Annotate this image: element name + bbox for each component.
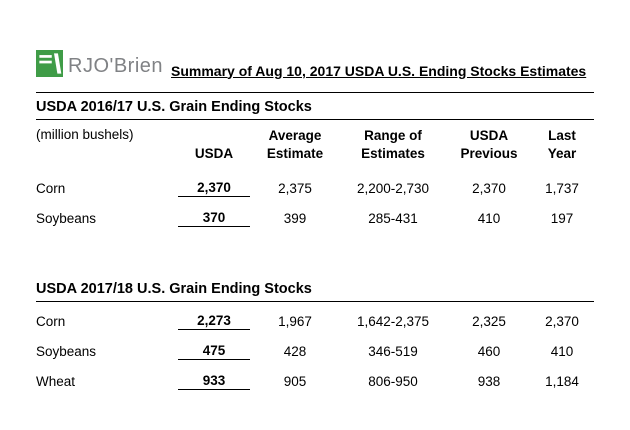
usda-cell: 2,273: [176, 313, 252, 330]
col-header-usda: USDA: [194, 146, 234, 162]
table-row-corn: Corn 2,273 1,967 1,642-2,375 2,325 2,370: [36, 306, 594, 336]
section-heading-2016-17: USDA 2016/17 U.S. Grain Ending Stocks: [36, 99, 312, 115]
table-body-2016-17: Corn 2,370 2,375 2,200-2,730 2,370 1,737…: [36, 169, 594, 233]
commodity-name: Soybeans: [36, 210, 97, 226]
section-heading-2017-18: USDA 2017/18 U.S. Grain Ending Stocks: [36, 281, 312, 298]
last-year-cell: 1,737: [545, 180, 579, 196]
usda-value: 2,370: [178, 180, 250, 197]
commodity-name: Corn: [36, 313, 66, 329]
average-estimate-cell: 1,967: [278, 313, 312, 329]
usda-previous-cell: 410: [477, 210, 501, 226]
col-header-average-estimate: Average Estimate: [266, 128, 324, 162]
divider-section-2: [36, 301, 594, 303]
last-year-cell: 1,184: [545, 373, 579, 389]
col-header-range-of-estimates: Range of Estimates: [361, 128, 425, 162]
rjobrien-logo-icon: [36, 50, 63, 82]
column-header-row: (million bushels) USDA Average Estimate …: [36, 120, 594, 169]
range-of-estimates-cell: 806-950: [368, 373, 418, 389]
col-header-usda-previous: USDA Previous: [460, 128, 518, 162]
section-spacer: [36, 233, 594, 275]
commodity-name: Wheat: [36, 373, 76, 389]
usda-value: 933: [178, 373, 250, 390]
usda-cell: 933: [176, 373, 252, 390]
usda-cell: 370: [176, 210, 252, 227]
last-year-cell: 2,370: [545, 313, 579, 329]
range-of-estimates-cell: 346-519: [368, 343, 418, 359]
average-estimate-cell: 399: [283, 210, 307, 226]
average-estimate-cell: 428: [283, 343, 307, 359]
usda-value: 475: [178, 343, 250, 360]
table-body-2017-18: Corn 2,273 1,967 1,642-2,375 2,325 2,370…: [36, 302, 594, 396]
range-of-estimates-cell: 1,642-2,375: [356, 313, 430, 329]
section-2016-17: USDA 2016/17 U.S. Grain Ending Stocks (m…: [36, 93, 594, 233]
table-row-corn: Corn 2,370 2,375 2,200-2,730 2,370 1,737: [36, 173, 594, 203]
report-header: RJO'Brien Summary of Aug 10, 2017 USDA U…: [36, 50, 594, 82]
col-header-last-year: Last Year: [547, 128, 577, 162]
commodity-name: Soybeans: [36, 343, 97, 359]
table-row-soybeans: Soybeans 475 428 346-519 460 410: [36, 336, 594, 366]
usda-value: 2,273: [178, 313, 250, 330]
commodity-name: Corn: [36, 180, 66, 196]
report-title: Summary of Aug 10, 2017 USDA U.S. Ending…: [171, 62, 587, 79]
range-of-estimates-cell: 2,200-2,730: [356, 180, 430, 196]
rjobrien-logo-text: RJO'Brien: [68, 55, 164, 77]
usda-previous-cell: 2,325: [472, 313, 506, 329]
usda-previous-cell: 938: [477, 373, 501, 389]
section-2017-18: USDA 2017/18 U.S. Grain Ending Stocks Co…: [36, 275, 594, 396]
report-page: RJO'Brien Summary of Aug 10, 2017 USDA U…: [36, 50, 594, 396]
unit-label: (million bushels): [36, 127, 134, 142]
average-estimate-cell: 905: [283, 373, 307, 389]
range-of-estimates-cell: 285-431: [368, 210, 418, 226]
usda-previous-cell: 2,370: [472, 180, 506, 196]
table-row-soybeans: Soybeans 370 399 285-431 410 197: [36, 203, 594, 233]
usda-previous-cell: 460: [477, 343, 501, 359]
rjobrien-logo: RJO'Brien: [36, 50, 163, 82]
divider-top: [36, 92, 594, 93]
usda-value: 370: [178, 210, 250, 227]
last-year-cell: 410: [550, 343, 574, 359]
usda-cell: 475: [176, 343, 252, 360]
average-estimate-cell: 2,375: [278, 180, 312, 196]
last-year-cell: 197: [550, 210, 574, 226]
divider-section-1: [36, 119, 594, 120]
usda-cell: 2,370: [176, 180, 252, 197]
table-row-wheat: Wheat 933 905 806-950 938 1,184: [36, 366, 594, 396]
